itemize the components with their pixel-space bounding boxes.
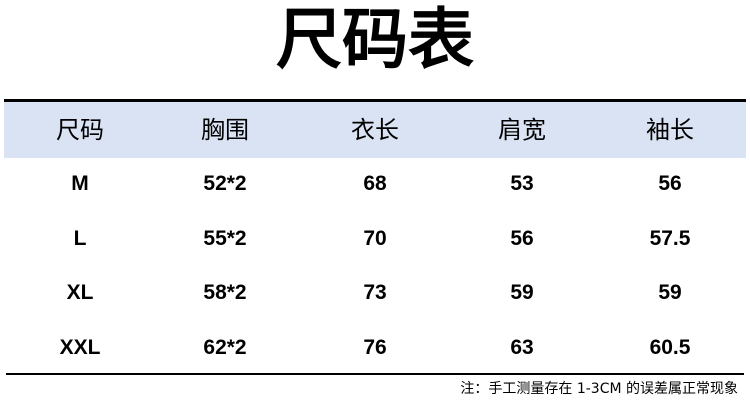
table-cell: 62*2 xyxy=(203,336,247,359)
table-cell: 57.5 xyxy=(649,227,691,250)
column-header: 胸围 xyxy=(201,116,249,144)
column-header: 衣长 xyxy=(351,116,399,144)
column-header: 尺码 xyxy=(56,116,104,144)
page-title: 尺码表 xyxy=(276,0,474,78)
table-header-row xyxy=(4,102,746,158)
table-top-rule xyxy=(4,99,746,102)
column-header: 肩宽 xyxy=(498,116,546,144)
table-cell: L xyxy=(73,227,87,250)
table-cell: 55*2 xyxy=(203,227,247,250)
table-cell: 56 xyxy=(510,227,534,250)
table-cell: 63 xyxy=(510,336,534,359)
table-cell: 76 xyxy=(363,336,387,359)
column-header: 袖长 xyxy=(646,116,694,144)
table-cell: 53 xyxy=(510,172,534,195)
table-cell: 68 xyxy=(363,172,387,195)
table-cell: 52*2 xyxy=(203,172,247,195)
measurement-note: 注：手工测量存在 1-3CM 的误差属正常现象 xyxy=(460,381,738,397)
table-cell: 56 xyxy=(658,172,682,195)
table-cell: M xyxy=(71,172,89,195)
table-cell: 58*2 xyxy=(203,281,247,304)
table-bottom-rule xyxy=(6,373,744,375)
table-cell: XXL xyxy=(59,336,101,359)
table-cell: XL xyxy=(66,281,94,304)
table-cell: 60.5 xyxy=(649,336,691,359)
table-cell: 73 xyxy=(363,281,387,304)
table-cell: 59 xyxy=(658,281,682,304)
table-cell: 59 xyxy=(510,281,534,304)
table-cell: 70 xyxy=(363,227,387,250)
